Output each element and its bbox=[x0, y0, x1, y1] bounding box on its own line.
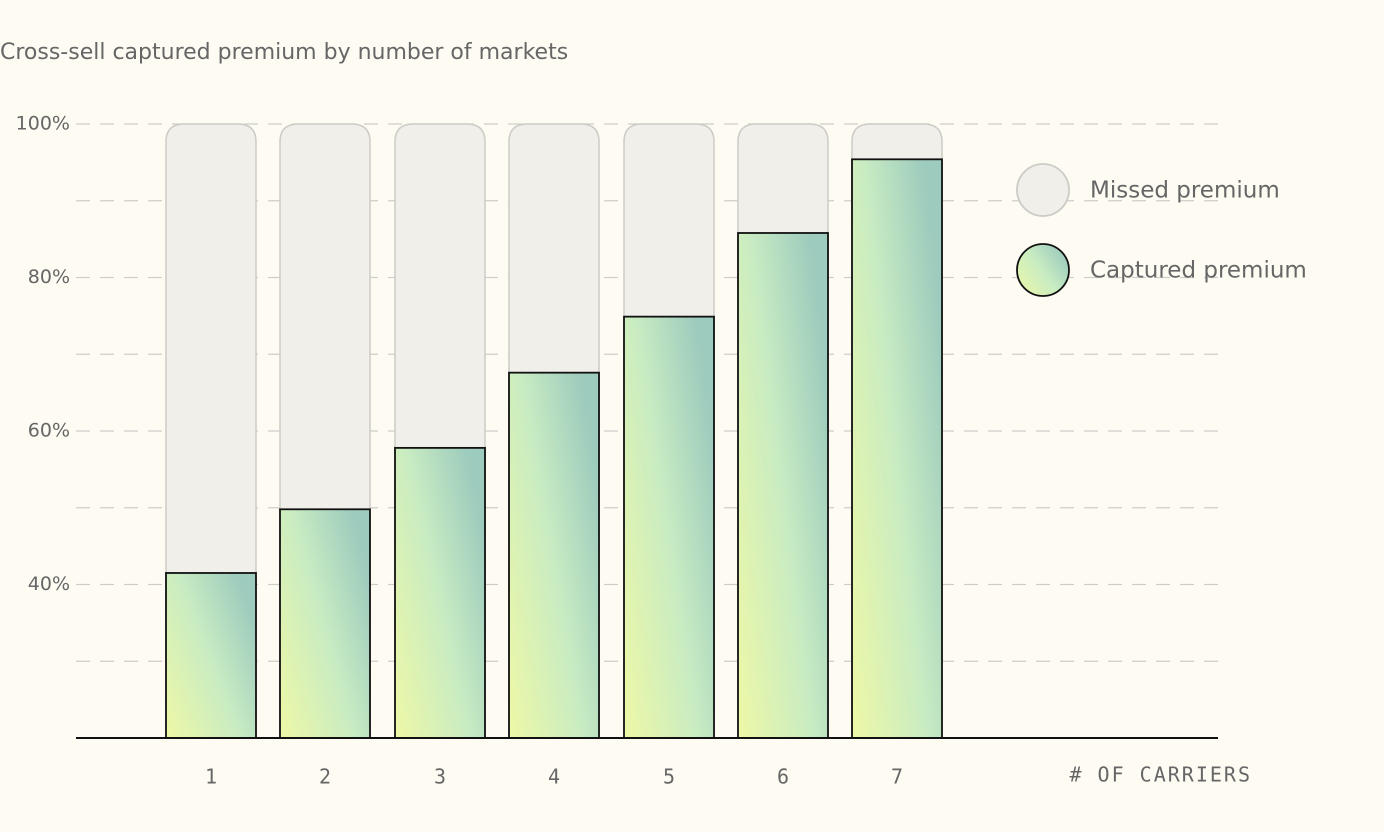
captured-bar bbox=[851, 158, 943, 739]
x-tick-label: 4 bbox=[548, 765, 560, 789]
x-tick-label: 2 bbox=[319, 765, 331, 789]
captured-bar bbox=[279, 508, 371, 739]
legend-label: Captured premium bbox=[1090, 258, 1307, 284]
x-tick-label: 1 bbox=[205, 765, 217, 789]
y-tick-label: 100% bbox=[16, 113, 70, 135]
x-axis-label: # OF CARRIERS bbox=[1069, 763, 1252, 787]
legend-label: Missed premium bbox=[1090, 178, 1280, 204]
y-tick-label: 60% bbox=[28, 420, 70, 442]
captured-bar bbox=[165, 572, 257, 739]
y-tick-label: 80% bbox=[28, 266, 70, 288]
captured-bar bbox=[623, 315, 715, 739]
captured-bar bbox=[508, 371, 600, 739]
chart-title: Cross-sell captured premium by number of… bbox=[0, 40, 568, 65]
legend-swatch bbox=[1016, 243, 1070, 297]
x-tick-label: 6 bbox=[777, 765, 789, 789]
captured-bar bbox=[737, 232, 829, 739]
x-tick-label: 5 bbox=[663, 765, 675, 789]
legend-swatch bbox=[1016, 163, 1070, 217]
captured-bar bbox=[394, 446, 486, 739]
x-tick-label: 3 bbox=[434, 765, 446, 789]
y-tick-label: 40% bbox=[28, 573, 70, 595]
x-tick-label: 7 bbox=[891, 765, 903, 789]
